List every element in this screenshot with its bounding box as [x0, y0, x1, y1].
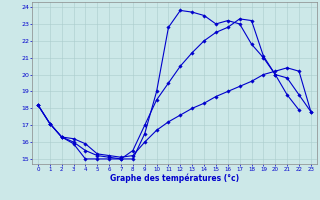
- X-axis label: Graphe des températures (°c): Graphe des températures (°c): [110, 173, 239, 183]
